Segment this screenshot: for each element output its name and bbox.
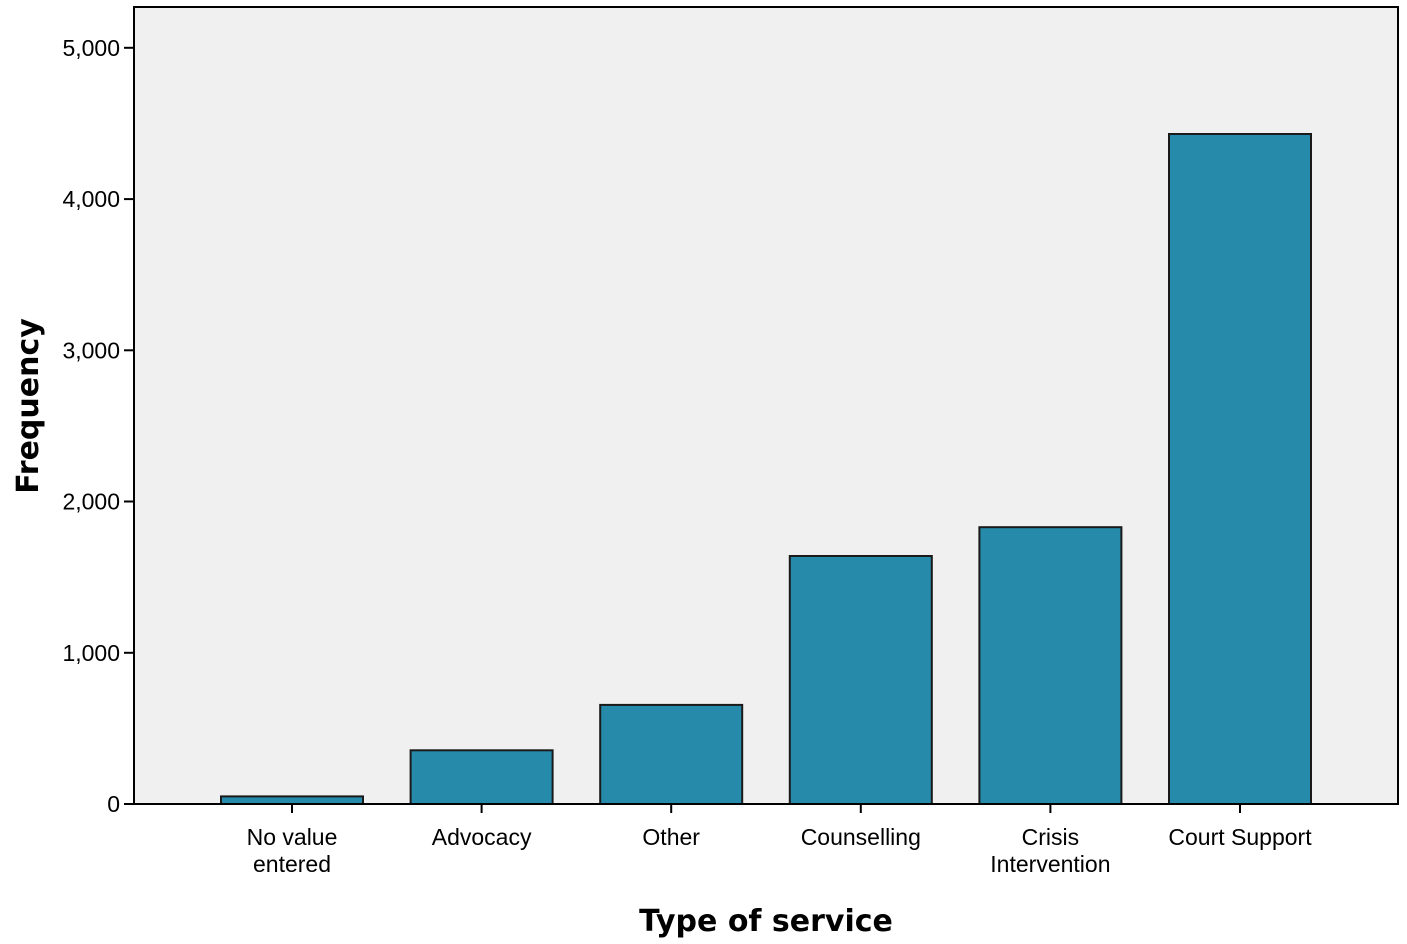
bar-3 xyxy=(788,555,933,805)
y-axis: 0 1,000 2,000 3,000 4,000 5,000 xyxy=(62,35,134,817)
x-tick-label-2: Other xyxy=(642,824,700,850)
y-tick-label-0: 0 xyxy=(107,791,120,817)
y-tick-label-3: 3,000 xyxy=(62,337,120,363)
bar-5 xyxy=(1168,133,1312,805)
bars-group xyxy=(220,133,1312,806)
x-tick-label-3: Counselling xyxy=(801,824,921,850)
y-axis-title: Frequency xyxy=(11,318,46,494)
x-axis: No value entered Advocacy Other Counselling C… xyxy=(134,803,1398,877)
x-tick-label-1: Advocacy xyxy=(432,824,532,850)
x-tick-label-4: Crisis Intervention xyxy=(990,824,1110,877)
y-tick-label-4: 4,000 xyxy=(62,186,120,212)
x-tick-label-5: Court Support xyxy=(1168,824,1312,850)
bar-2 xyxy=(599,703,744,806)
y-tick-label-1: 1,000 xyxy=(62,640,120,666)
y-tick-label-2: 2,000 xyxy=(62,489,120,515)
y-tick-label-5: 5,000 xyxy=(62,35,120,61)
bar-4 xyxy=(978,526,1123,805)
bar-1 xyxy=(409,749,554,805)
bar-0 xyxy=(220,795,364,806)
x-axis-title: Type of service xyxy=(639,904,893,939)
x-tick-label-0: No value entered xyxy=(247,824,338,877)
